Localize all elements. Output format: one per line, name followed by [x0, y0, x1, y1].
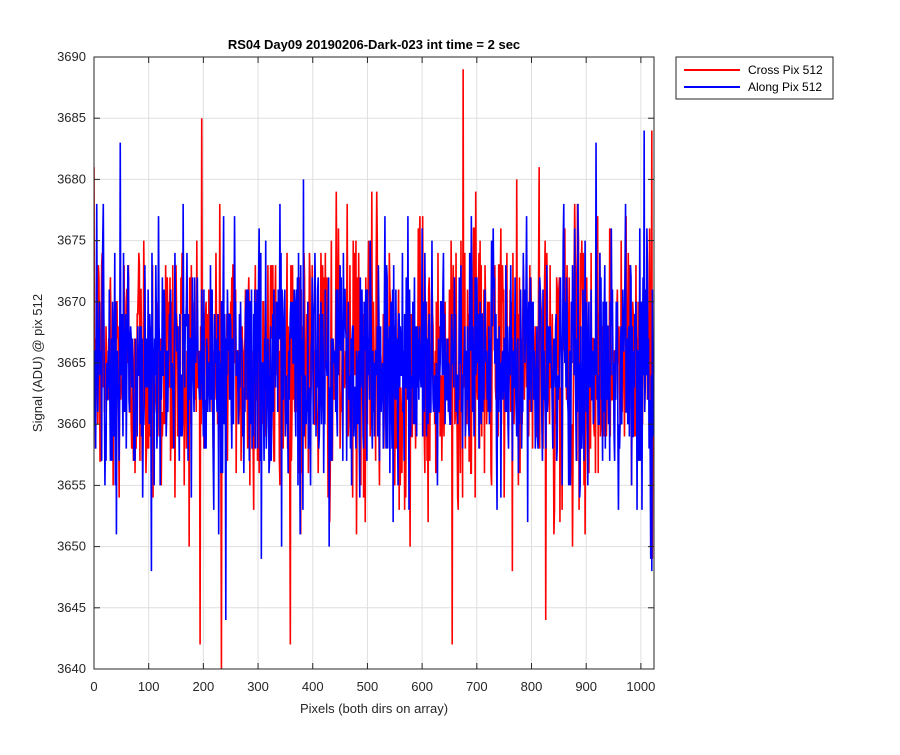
x-tick-label: 0: [90, 679, 97, 694]
legend-box: [675, 56, 834, 100]
y-tick-label: 3680: [57, 171, 86, 186]
legend-entry-along: Along Pix 512: [748, 80, 822, 94]
y-tick-label: 3665: [57, 355, 86, 370]
ticks: 0 100 200 300 400 500 600 700 800 900 1000 3640 3645…: [57, 49, 655, 694]
y-tick-label: 3690: [57, 49, 86, 64]
x-tick-label: 100: [138, 679, 160, 694]
x-tick-label: 200: [193, 679, 215, 694]
y-tick-label: 3640: [57, 661, 86, 676]
x-axis-label: Pixels (both dirs on array): [300, 701, 448, 716]
y-axis-label: Signal (ADU) @ pix 512: [30, 294, 45, 432]
series-line-along-pix-512: [94, 130, 654, 621]
y-tick-label: 3655: [57, 477, 86, 492]
x-tick-label: 300: [247, 679, 269, 694]
legend: Cross Pix 512 Along Pix 512: [675, 56, 834, 100]
x-tick-label: 900: [575, 679, 597, 694]
x-tick-label: 500: [357, 679, 379, 694]
x-tick-label: 400: [302, 679, 324, 694]
x-tick-label: 1000: [626, 679, 655, 694]
y-tick-label: 3645: [57, 600, 86, 615]
legend-entry-cross: Cross Pix 512: [748, 63, 823, 77]
series-layer: [94, 69, 654, 669]
chart-title: RS04 Day09 20190206-Dark-023 int time = …: [228, 37, 520, 52]
y-tick-label: 3650: [57, 539, 86, 554]
x-tick-label: 600: [411, 679, 433, 694]
y-tick-label: 3675: [57, 233, 86, 248]
x-tick-label: 700: [466, 679, 488, 694]
x-tick-label: 800: [521, 679, 543, 694]
y-tick-label: 3670: [57, 294, 86, 309]
y-tick-label: 3685: [57, 110, 86, 125]
y-tick-label: 3660: [57, 416, 86, 431]
